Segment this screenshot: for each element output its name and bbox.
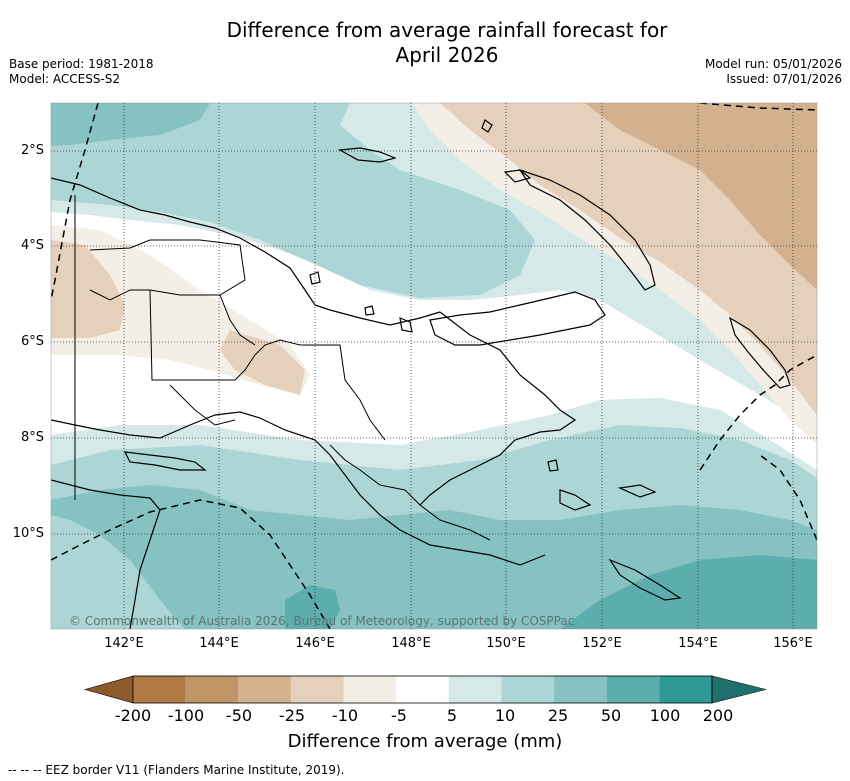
legend-tick: -10 bbox=[331, 706, 359, 725]
legend-tick: 10 bbox=[494, 706, 516, 725]
eez-line-east bbox=[759, 454, 817, 541]
lon-label: 156°E bbox=[773, 636, 813, 651]
coast-new-ireland bbox=[518, 168, 656, 291]
contour-wet-north-mid bbox=[51, 103, 535, 298]
issued-text: Issued: 07/01/2026 bbox=[726, 72, 842, 86]
legend-title: Difference from average (mm) bbox=[287, 731, 563, 752]
legend-swatch bbox=[185, 676, 239, 703]
legend-tick: -25 bbox=[278, 706, 306, 725]
coastlines bbox=[51, 119, 791, 629]
legend-extend-high bbox=[711, 675, 767, 704]
attribution-text: © Commonwealth of Australia 2026, Bureau… bbox=[69, 614, 575, 628]
coast-new-britain bbox=[429, 291, 606, 346]
border-province-5 bbox=[219, 294, 256, 346]
meta-left: Base period: 1981-2018 Model: ACCESS-S2 bbox=[9, 57, 154, 87]
legend-tick: 200 bbox=[702, 706, 734, 725]
contour-dry-ne-dark bbox=[585, 103, 817, 290]
borders bbox=[74, 195, 491, 541]
coast-papuan-peninsula bbox=[419, 311, 577, 506]
lon-label: 142°E bbox=[104, 636, 144, 651]
meta-right: Model run: 05/01/2026 Issued: 07/01/2026 bbox=[705, 57, 842, 87]
contour-wet-south-patch bbox=[285, 585, 340, 629]
legend-swatch bbox=[343, 676, 397, 703]
eez-line-northeast bbox=[699, 103, 817, 111]
legend-tick: 5 bbox=[446, 706, 458, 725]
coast-louisiade bbox=[608, 558, 682, 601]
lat-label: 10°S bbox=[12, 526, 44, 541]
legend-tick: 50 bbox=[600, 706, 622, 725]
lon-label: 146°E bbox=[295, 636, 335, 651]
legend-tick: -50 bbox=[225, 706, 253, 725]
rainfall-map bbox=[50, 102, 818, 630]
coast-new-guinea-north bbox=[51, 177, 441, 326]
border-province-2 bbox=[149, 289, 386, 441]
eez-line-southeast bbox=[699, 354, 817, 471]
legend-swatch bbox=[238, 676, 291, 703]
legend-frame bbox=[132, 675, 713, 704]
coast-woodlark bbox=[617, 484, 657, 498]
lat-label: 2°S bbox=[20, 143, 44, 158]
legend-swatch bbox=[396, 676, 449, 703]
contour-wet-north-dark bbox=[51, 103, 210, 146]
lon-label: 154°E bbox=[678, 636, 718, 651]
lon-label: 144°E bbox=[199, 636, 239, 651]
legend-tick: -100 bbox=[167, 706, 205, 725]
legend-swatch bbox=[554, 676, 607, 703]
legend-tick: 25 bbox=[547, 706, 569, 725]
eez-border bbox=[51, 103, 817, 629]
coast-island-small-4 bbox=[503, 169, 532, 183]
contour-dry-west-mid2 bbox=[220, 330, 305, 395]
legend-swatch bbox=[133, 676, 186, 703]
model-text: Model: ACCESS-S2 bbox=[9, 72, 121, 86]
legend-swatch bbox=[606, 676, 660, 703]
legend-extend-low bbox=[83, 675, 134, 704]
contour-wet-south-darker bbox=[560, 555, 817, 629]
eez-line-west bbox=[51, 103, 99, 301]
border-province-3 bbox=[169, 384, 236, 426]
title-line-2: April 2026 bbox=[395, 43, 499, 67]
coast-bougainville bbox=[728, 316, 791, 389]
legend-tick: -5 bbox=[391, 706, 407, 725]
lon-label: 150°E bbox=[486, 636, 526, 651]
legend-tick: 100 bbox=[649, 706, 681, 725]
model-run-text: Model run: 05/01/2026 bbox=[704, 57, 842, 71]
legend-swatch bbox=[501, 676, 555, 703]
legend-swatch bbox=[659, 676, 712, 703]
eez-line-southwest bbox=[51, 499, 331, 629]
lat-label: 8°S bbox=[20, 430, 44, 445]
coast-trobriand bbox=[547, 459, 559, 472]
border-province-1 bbox=[89, 239, 246, 301]
graticule bbox=[51, 103, 817, 629]
border-province-4 bbox=[329, 444, 491, 541]
coast-island-small-5 bbox=[364, 305, 375, 316]
legend-swatch bbox=[448, 676, 502, 703]
legend-tick: -200 bbox=[114, 706, 152, 725]
map-frame bbox=[50, 102, 818, 630]
title-line-1: Difference from average rainfall forecas… bbox=[226, 18, 668, 42]
coast-d-entrecasteaux bbox=[559, 489, 592, 511]
coast-manus bbox=[338, 147, 397, 163]
coast-island-small-2 bbox=[309, 271, 321, 285]
lon-label: 152°E bbox=[582, 636, 622, 651]
lat-label: 4°S bbox=[20, 238, 44, 253]
eez-note: -- -- -- EEZ border V11 (Flanders Marine… bbox=[8, 763, 345, 777]
coast-new-guinea-south bbox=[51, 411, 546, 566]
coast-island-small-1 bbox=[399, 317, 413, 333]
contour-dry-west-mid bbox=[51, 240, 125, 338]
coast-daru-islands bbox=[123, 451, 207, 471]
lat-label: 6°S bbox=[20, 334, 44, 349]
lon-label: 148°E bbox=[391, 636, 431, 651]
legend-swatch bbox=[290, 676, 344, 703]
base-period-text: Base period: 1981-2018 bbox=[9, 57, 154, 71]
map-title: Difference from average rainfall forecas… bbox=[0, 18, 850, 68]
coast-island-small-3 bbox=[481, 119, 493, 133]
